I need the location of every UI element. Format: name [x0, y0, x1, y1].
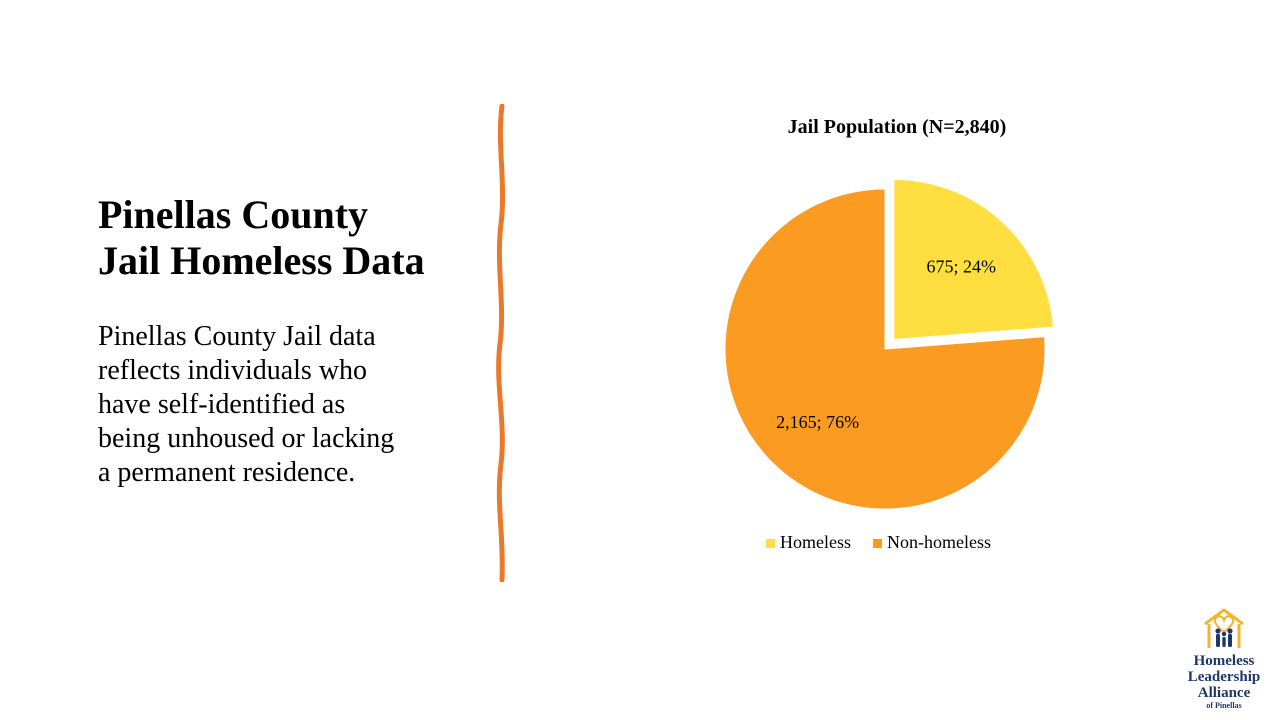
body-line-3: have self-identified as: [98, 389, 346, 420]
legend-label-homeless: Homeless: [780, 532, 851, 552]
homeless-leadership-alliance-logo: Homeless Leadership Alliance of Pinellas: [1172, 606, 1276, 716]
body-line-4: being unhoused or lacking: [98, 423, 395, 454]
logo-text-alliance: Alliance: [1197, 685, 1251, 701]
data-label-homeless: 675; 24%: [926, 257, 996, 277]
body-line-5: a permanent residence.: [98, 457, 356, 488]
slide-title-line-1: Pinellas County: [98, 192, 369, 237]
pie-slice-non-homeless: [724, 188, 1046, 510]
logo-text-of-pinellas: of Pinellas: [1206, 701, 1242, 710]
logo-text-leadership: Leadership: [1187, 669, 1261, 685]
legend-swatch-non-homeless: [873, 539, 882, 548]
chart-title: Jail Population (N=2,840): [788, 116, 1007, 138]
body-line-2: reflects individuals who: [98, 355, 368, 386]
data-label-non-homeless: 2,165; 76%: [776, 412, 859, 432]
slide-body-text: Pinellas County Jail data reflects indiv…: [98, 320, 458, 490]
pie-chart-svg: Jail Population (N=2,840) 675; 24% 2,165;…: [724, 116, 1054, 552]
slide-title-line-2: Jail Homeless Data: [98, 238, 425, 283]
slide-title: Pinellas County Jail Homeless Data: [98, 192, 478, 284]
vertical-divider: [496, 104, 506, 582]
legend-swatch-homeless: [766, 539, 775, 548]
body-line-1: Pinellas County Jail data: [98, 321, 376, 352]
pie-chart: Jail Population (N=2,840) 675; 24% 2,165;…: [640, 100, 1160, 580]
pie-slice-homeless: [893, 178, 1054, 340]
legend-label-non-homeless: Non-homeless: [887, 532, 991, 552]
house-heart-family-icon: [1204, 608, 1244, 648]
logo-text-homeless: Homeless: [1193, 653, 1255, 669]
